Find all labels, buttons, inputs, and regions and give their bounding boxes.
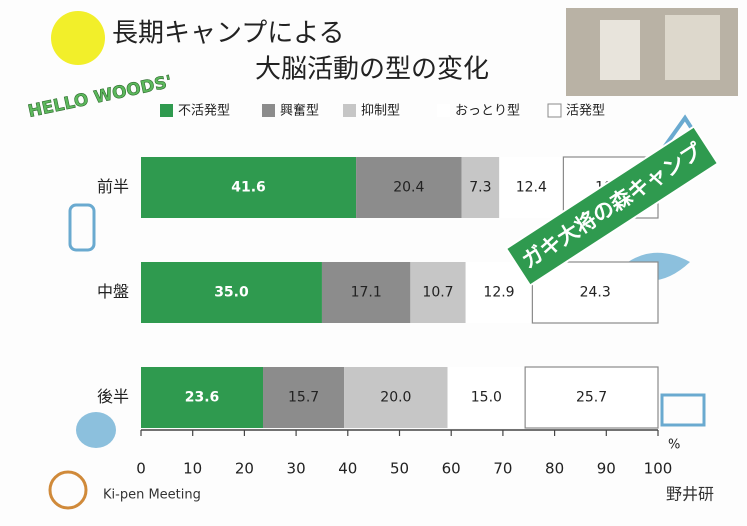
kipen-logo [48,470,88,510]
value-label: 17.1 [351,285,382,301]
bar-segment [263,367,345,428]
sun-icon [51,11,105,65]
legend-swatch [547,103,562,118]
legend-label: おっとり型 [455,104,520,119]
bar-segment [447,367,526,428]
chart-subtitle: 大脳活動の型の変化 [255,55,489,85]
bar-segment [531,261,659,324]
value-label: 24.3 [580,285,611,301]
bar-segment [141,367,264,428]
bar-segment [524,366,659,429]
bar-segment [321,262,411,323]
x-tick-label: 0 [136,460,146,478]
legend-swatch [437,104,450,117]
y-tick-label: 後半 [97,387,129,406]
value-label: 15.7 [288,390,319,406]
value-label: 12.4 [516,180,547,196]
x-tick-label: 60 [442,460,461,478]
value-label: 10.7 [422,285,453,301]
x-axis-label: % [668,438,680,453]
lantern-icon [68,203,96,252]
stump-icon [660,393,706,427]
bar-segment [356,157,462,218]
legend-swatch [343,104,356,117]
photo-panel [665,15,720,80]
x-tick-label: 80 [545,460,564,478]
value-label: 25.7 [576,390,607,406]
x-tick-label: 10 [183,460,202,478]
x-tick-label: 20 [235,460,254,478]
value-label: 35.0 [214,285,249,301]
value-label: 20.4 [393,180,424,196]
y-tick-label: 前半 [97,177,129,196]
bar-segment [461,157,500,218]
legend-label: 抑制型 [361,104,400,119]
y-tick-label: 中盤 [97,282,129,301]
bar-segment [141,157,357,218]
legend-label: 興奮型 [280,104,319,119]
x-tick-label: 30 [287,460,306,478]
bar-segment [141,262,322,323]
footer-logo-text: Ki-pen Meeting [103,488,201,503]
x-tick-label: 40 [338,460,357,478]
chart-title: 長期キャンプによる [112,19,344,49]
value-label: 7.3 [469,180,491,196]
bar-segment [499,157,564,218]
legend-label: 活発型 [566,104,605,119]
x-tick-label: 90 [597,460,616,478]
x-tick-label: 100 [644,460,673,478]
value-label: 20.0 [380,390,411,406]
x-tick-label: 50 [390,460,409,478]
legend-swatch [160,104,173,117]
value-label: 12.9 [483,285,514,301]
photo-panel [600,20,640,80]
x-tick-label: 70 [493,460,512,478]
plot-area: 不活発型 興奮型 抑制型 おっとり型 活発型 0 10 20 30 40 50 60 70 80 90 100… [97,103,680,478]
value-label: 23.6 [185,390,220,406]
bar-segment [410,262,466,323]
legend-swatch [262,104,275,117]
value-label: 15.0 [471,390,502,406]
legend-label: 不活発型 [178,104,230,119]
footer-logo-text: 野井研 [666,485,714,504]
bar-segment [344,367,448,428]
value-label: 41.6 [231,180,266,196]
acorn-icon [76,412,116,448]
banner-box [504,125,720,287]
